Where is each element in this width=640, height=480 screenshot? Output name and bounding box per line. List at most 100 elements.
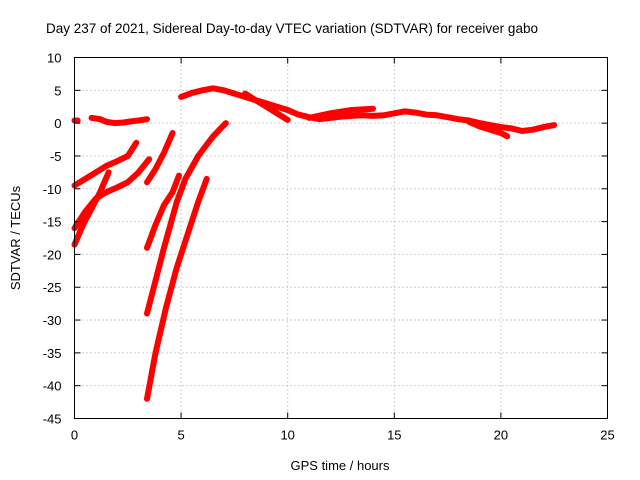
data-point <box>170 189 176 195</box>
data-point <box>195 153 201 159</box>
data-point <box>413 110 419 116</box>
y-tick-label: -15 <box>43 215 62 230</box>
data-point <box>112 120 118 126</box>
data-point <box>103 189 110 195</box>
data-point <box>184 232 191 238</box>
data-point <box>477 123 483 129</box>
data-point <box>381 112 387 118</box>
x-tick-label: 25 <box>600 428 614 443</box>
data-point <box>253 97 259 103</box>
data-point <box>125 179 131 185</box>
data-point <box>152 222 159 228</box>
data-point <box>295 112 301 118</box>
data-point <box>199 87 205 93</box>
data-point <box>519 128 525 134</box>
data-point <box>114 184 120 191</box>
x-axis-title: GPS time / hours <box>291 458 390 473</box>
data-point <box>89 115 95 121</box>
data-point <box>445 114 451 120</box>
data-point <box>210 133 216 139</box>
data-point <box>285 117 291 123</box>
data-point <box>423 112 429 118</box>
data-point <box>195 199 201 205</box>
data-point <box>466 119 472 125</box>
data-point <box>75 117 81 124</box>
data-point <box>504 133 510 139</box>
data-point <box>144 116 150 122</box>
tick-labels: 0 5 10 15 20 25 10 5 0 -5 -10 -15 -20 -25 -30 -35 -40 -45 <box>43 51 615 443</box>
series-arc-12 <box>306 105 376 121</box>
data-point <box>114 158 120 164</box>
y-tick-label: -20 <box>43 247 62 262</box>
data-point <box>349 107 355 113</box>
data-point <box>306 115 312 121</box>
data-point <box>135 169 142 175</box>
data-point <box>285 107 291 113</box>
data-point <box>274 104 280 110</box>
data-point <box>144 396 150 402</box>
y-tick-label: -35 <box>43 346 62 361</box>
data-point <box>82 176 88 182</box>
data-point <box>391 110 397 116</box>
data-point <box>210 85 216 91</box>
chart-title: Day 237 of 2021, Sidereal Day-to-day VTE… <box>46 21 538 36</box>
data-point <box>129 118 135 124</box>
y-tick-label: -40 <box>43 379 62 394</box>
data-point <box>97 116 103 122</box>
data-point <box>434 112 440 118</box>
x-tick-label: 5 <box>177 428 184 443</box>
data-point <box>161 202 167 208</box>
data-point <box>161 150 167 156</box>
y-tick-label: 0 <box>54 116 61 131</box>
data-point <box>509 125 515 131</box>
data-point <box>135 117 142 124</box>
data-point <box>530 127 536 133</box>
data-point <box>176 173 182 179</box>
data-point <box>274 110 280 116</box>
data-point <box>242 91 248 97</box>
data-point <box>221 87 227 93</box>
data-point <box>182 176 188 182</box>
x-tick-label: 20 <box>494 428 508 443</box>
data-point <box>223 120 229 126</box>
data-point <box>152 278 159 284</box>
data-point <box>263 104 269 110</box>
series-arc-8 <box>144 120 229 317</box>
series-arc-6 <box>144 130 176 186</box>
y-tick-label: -25 <box>43 280 62 295</box>
y-axis-title: SDTVAR / TECUs <box>8 185 23 290</box>
data-series <box>71 85 558 402</box>
x-tick-label: 0 <box>71 428 78 443</box>
plot-frame <box>74 57 608 419</box>
data-point <box>204 176 210 182</box>
data-point <box>349 113 355 119</box>
data-point <box>498 130 504 136</box>
data-point <box>120 119 127 126</box>
data-point <box>89 205 95 212</box>
data-point <box>327 110 333 116</box>
data-point <box>163 304 169 310</box>
data-point <box>540 124 547 130</box>
data-point <box>97 189 103 195</box>
data-point <box>370 106 376 112</box>
data-point <box>125 153 131 159</box>
data-point <box>144 245 150 251</box>
data-point <box>170 130 176 136</box>
data-point <box>144 310 150 317</box>
data-point <box>103 119 110 125</box>
y-tick-label: -10 <box>43 182 62 197</box>
data-point <box>498 124 504 130</box>
data-point <box>231 91 237 97</box>
y-tick-label: -30 <box>43 313 62 328</box>
data-point <box>93 169 99 175</box>
y-tick-label: 5 <box>54 83 61 98</box>
data-point <box>133 140 139 146</box>
data-point <box>189 90 195 96</box>
data-point <box>106 169 112 175</box>
data-point <box>144 179 150 185</box>
data-point <box>80 222 86 228</box>
data-point <box>178 94 184 100</box>
data-point <box>103 163 110 169</box>
data-point <box>174 264 180 271</box>
